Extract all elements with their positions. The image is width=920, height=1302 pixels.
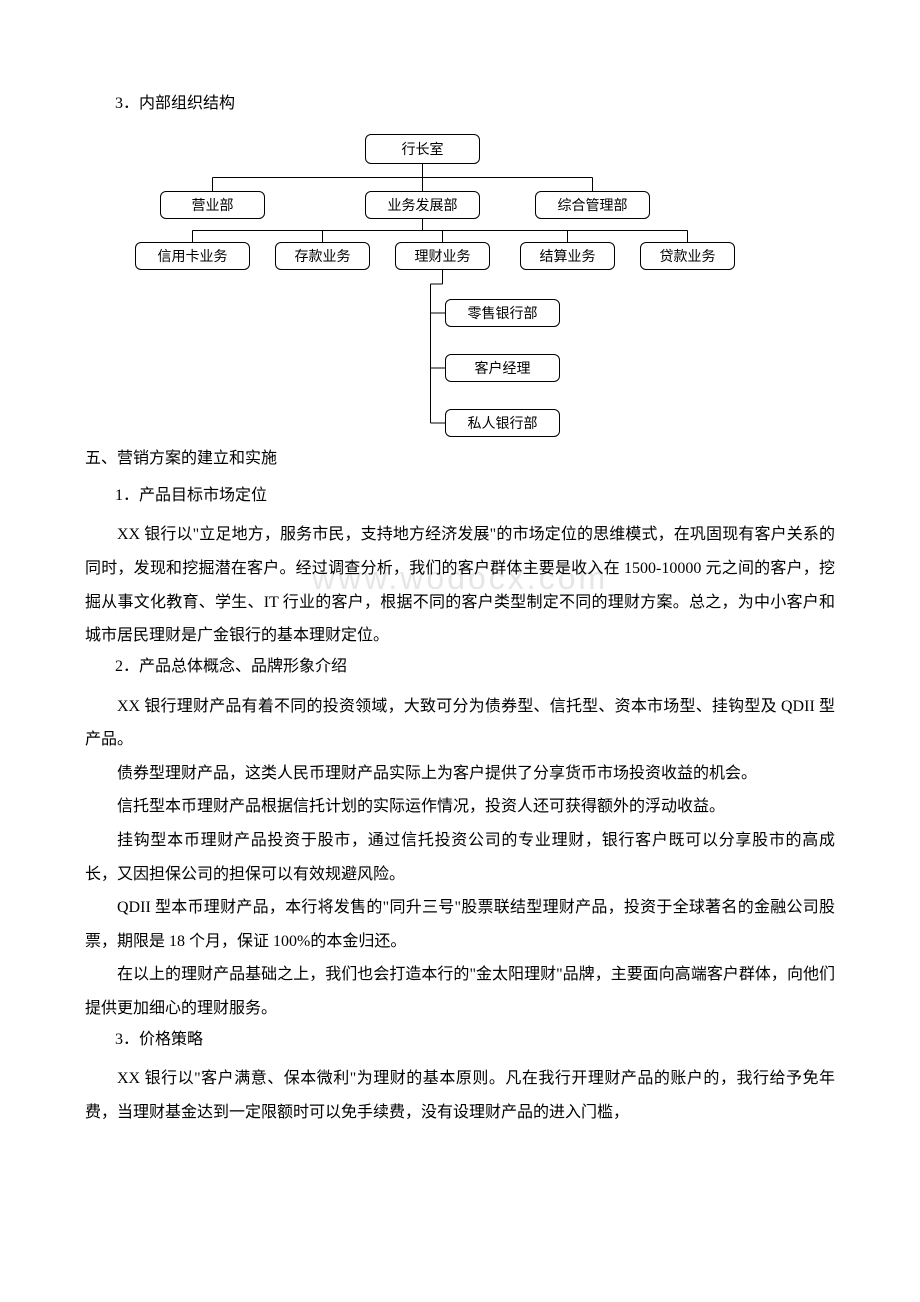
section-5-2-para-5: QDII 型本币理财产品，本行将发售的"同升三号"股票联结型理财产品，投资于全球… [85,891,835,958]
org-node-s1: 零售银行部 [445,299,560,327]
org-node-d1: 营业部 [160,191,265,219]
org-node-b5: 贷款业务 [640,242,735,270]
org-node-b1: 信用卡业务 [135,242,250,270]
org-node-b3: 理财业务 [395,242,490,270]
page-content: 3．内部组织结构 行长室营业部 业务发展部 综合管理部信用卡业务存款业务理财业务 结算… [85,90,835,1129]
section-5-1-title: 1．产品目标市场定位 [115,482,835,511]
org-node-s2: 客户经理 [445,354,560,382]
section-5-2-para-3: 信托型本币理财产品根据信托计划的实际运作情况，投资人还可获得额外的浮动收益。 [85,790,835,824]
section-5-2-para-6: 在以上的理财产品基础之上，我们也会打造本行的"金太阳理财"品牌，主要面向高端客户… [85,958,835,1025]
section-5-2-para-4: 挂钩型本币理财产品投资于股市，通过信托投资公司的专业理财，银行客户既可以分享股市… [85,824,835,891]
org-node-root: 行长室 [365,134,480,164]
section-5-2-para-2: 债券型理财产品，这类人民币理财产品实际上为客户提供了分享货币市场投资收益的机会。 [85,757,835,791]
section-5-3-para-1: XX 银行以"客户满意、保本微利"为理财的基本原则。凡在我行开理财产品的账户的，… [85,1062,835,1129]
org-chart: 行长室营业部 业务发展部 综合管理部信用卡业务存款业务理财业务 结算业务贷款业务零售银… [85,129,835,439]
org-node-b4: 结算业务 [520,242,615,270]
section-3-title: 3．内部组织结构 [115,90,835,119]
org-node-s3: 私人银行部 [445,409,560,437]
org-node-b2: 存款业务 [275,242,370,270]
section-5-2-para-1: XX 银行理财产品有着不同的投资领域，大致可分为债券型、信托型、资本市场型、挂钩… [85,690,835,757]
section-5-title: 五、营销方案的建立和实施 [85,445,835,474]
section-5-3-title: 3．价格策略 [115,1026,835,1055]
section-5-2-title: 2．产品总体概念、品牌形象介绍 [115,653,835,682]
section-5-1-para-1: XX 银行以"立足地方，服务市民，支持地方经济发展"的市场定位的思维模式，在巩固… [85,518,835,652]
org-node-d2: 业务发展部 [365,191,480,219]
org-chart-connectors [85,129,835,439]
org-node-d3: 综合管理部 [535,191,650,219]
